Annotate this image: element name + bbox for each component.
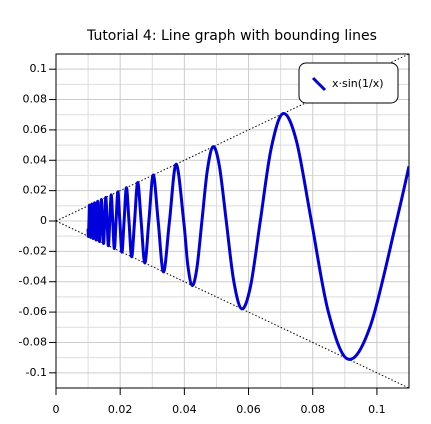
y-tick-label: 0.06 xyxy=(23,123,48,136)
y-tick-label: 0.1 xyxy=(30,62,48,75)
x-tick-label: 0.04 xyxy=(172,403,197,416)
y-tick-label: 0.08 xyxy=(23,93,48,106)
y-tick-label: -0.04 xyxy=(19,275,47,288)
y-tick-label: -0.06 xyxy=(19,305,47,318)
x-tick-label: 0.02 xyxy=(108,403,133,416)
legend-label: x·sin(1/x) xyxy=(332,77,384,90)
chart-title: Tutorial 4: Line graph with bounding lin… xyxy=(86,28,377,44)
x-tick-label: 0.1 xyxy=(368,403,386,416)
legend: x·sin(1/x) xyxy=(298,62,399,104)
y-tick-label: -0.02 xyxy=(19,244,47,257)
x-tick-label: 0.08 xyxy=(300,403,325,416)
x-tick-label: 0.06 xyxy=(236,403,261,416)
y-tick-label: -0.1 xyxy=(26,366,47,379)
legend-swatch xyxy=(311,76,327,92)
data-line xyxy=(86,112,409,361)
x-tick-label: 0 xyxy=(53,403,60,416)
y-tick-label: 0 xyxy=(40,214,47,227)
y-tick-label: 0.02 xyxy=(23,184,48,197)
y-tick-label: -0.08 xyxy=(19,335,47,348)
legend-box xyxy=(298,62,399,104)
y-tick-label: 0.04 xyxy=(23,153,48,166)
